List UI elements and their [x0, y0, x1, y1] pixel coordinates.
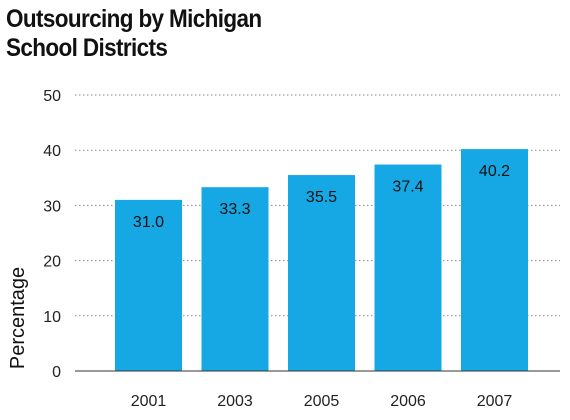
bar-value-label: 37.4 [392, 179, 423, 196]
y-axis-ticks: 0 10 20 30 40 50 [43, 88, 61, 381]
chart-title-line-1: Outsourcing by Michigan [6, 5, 262, 33]
bar [288, 175, 355, 371]
y-tick-label: 40 [43, 143, 61, 160]
bar [201, 187, 269, 371]
bar-value-label: 33.3 [219, 201, 250, 218]
x-tick-label: 2001 [131, 393, 167, 410]
bars [115, 149, 528, 371]
y-tick-label: 0 [52, 364, 61, 381]
bar-value-label: 35.5 [306, 189, 337, 206]
data-labels: 31.0 33.3 35.5 37.4 40.2 [133, 163, 510, 231]
x-tick-label: 2003 [217, 393, 253, 410]
y-tick-label: 10 [43, 309, 61, 326]
x-axis-ticks: 2001 2003 2005 2006 2007 [131, 393, 513, 410]
x-tick-label: 2006 [390, 393, 426, 410]
bar [374, 164, 442, 371]
bar-value-label: 40.2 [479, 163, 510, 180]
y-tick-label: 30 [43, 198, 61, 215]
y-tick-label: 50 [43, 88, 61, 105]
x-tick-label: 2007 [477, 393, 513, 410]
chart-title-line-2: School Districts [6, 34, 168, 62]
bar [115, 199, 182, 371]
y-axis-label: Percentage [7, 267, 29, 369]
bar [461, 149, 528, 371]
chart-title: Outsourcing by Michigan School Districts [6, 5, 402, 63]
x-tick-label: 2005 [304, 393, 340, 410]
y-tick-label: 20 [43, 254, 61, 271]
bar-value-label: 31.0 [133, 214, 164, 231]
